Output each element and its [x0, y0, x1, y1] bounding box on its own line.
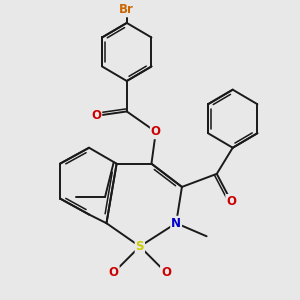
Text: O: O — [109, 266, 119, 279]
Text: O: O — [91, 109, 101, 122]
Text: Br: Br — [119, 3, 134, 16]
Text: O: O — [226, 195, 236, 208]
Text: N: N — [171, 217, 181, 230]
Text: O: O — [161, 266, 171, 279]
Text: S: S — [136, 240, 144, 253]
Text: O: O — [151, 125, 161, 138]
